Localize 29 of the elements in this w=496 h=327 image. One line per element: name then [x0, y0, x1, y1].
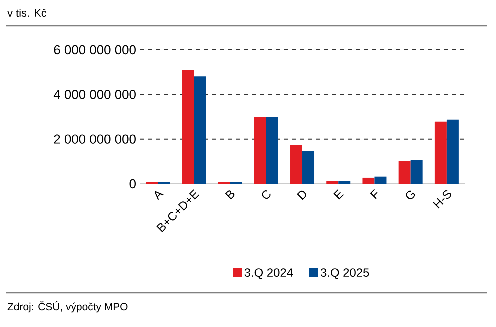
bar — [326, 181, 339, 184]
x-tick-label: B — [225, 190, 235, 200]
x-tick-label: C — [262, 190, 271, 200]
y-tick-label: 6 000 000 000 — [54, 45, 136, 55]
y-tick-label: 0 — [130, 179, 136, 189]
bar — [446, 120, 459, 184]
text: v tis. Kč — [8, 8, 47, 18]
bar — [398, 161, 411, 184]
bar — [254, 117, 266, 184]
bar — [362, 178, 375, 184]
bar — [338, 181, 351, 184]
x-tick-label: H-S — [433, 190, 452, 209]
legend-label: 3.Q 2025 — [320, 268, 370, 280]
y-tick-label: 4 000 000 000 — [54, 90, 136, 100]
bar — [182, 70, 194, 184]
bar — [374, 176, 387, 184]
bar — [290, 145, 303, 184]
legend-label: 3.Q 2024 — [244, 268, 294, 280]
y-tick-label: 2 000 000 000 — [54, 134, 136, 144]
bar — [194, 76, 206, 184]
bar — [302, 151, 315, 184]
x-tick-label: G — [406, 190, 416, 200]
x-tick-label: E — [334, 190, 344, 200]
bar — [266, 117, 278, 184]
text: Zdroj: ČSÚ, výpočty MPO — [8, 301, 128, 313]
bar — [410, 160, 423, 184]
bar — [434, 122, 447, 184]
x-tick-label: D — [297, 190, 306, 200]
x-tick-label: F — [370, 189, 378, 200]
